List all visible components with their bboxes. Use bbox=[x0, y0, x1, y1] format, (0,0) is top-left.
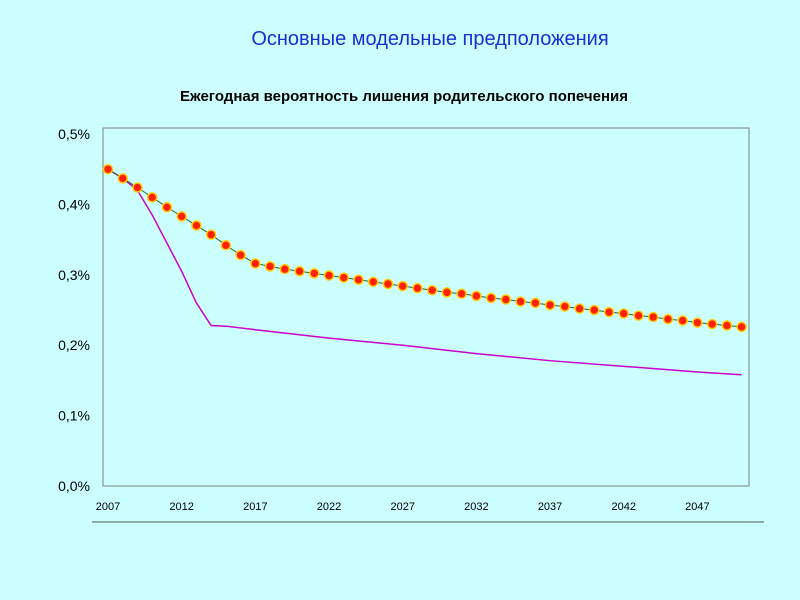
series-1-point bbox=[544, 299, 556, 311]
series-1-point bbox=[397, 280, 408, 292]
series-1-point bbox=[647, 311, 659, 323]
series-1-point bbox=[471, 290, 482, 302]
series-1-point bbox=[633, 310, 644, 321]
x-tick-label: 2042 bbox=[612, 501, 636, 513]
series-1-point bbox=[412, 282, 423, 294]
series-1-point bbox=[338, 272, 350, 283]
series-1-point bbox=[250, 258, 261, 269]
chart-title: Ежегодная вероятность лишения родительск… bbox=[180, 88, 628, 105]
series-1-point bbox=[515, 296, 526, 307]
x-tick-label: 2022 bbox=[317, 501, 341, 513]
plot-area bbox=[102, 127, 750, 487]
series-1-point bbox=[382, 278, 394, 290]
slide-title: Основные модельные предположения bbox=[251, 28, 609, 50]
y-tick-label: 0,3% bbox=[58, 267, 90, 283]
y-tick-label: 0,5% bbox=[58, 126, 90, 142]
series-1-point bbox=[603, 306, 615, 318]
series-1-point bbox=[102, 163, 114, 175]
series-1-point bbox=[323, 270, 335, 281]
series-1-point bbox=[353, 274, 364, 285]
x-tick-label: 2047 bbox=[685, 501, 709, 513]
series-1-point bbox=[220, 239, 232, 251]
x-tick-label: 2027 bbox=[390, 501, 414, 513]
series-1-point bbox=[176, 211, 187, 222]
series-line-1 bbox=[107, 168, 742, 328]
x-tick-label: 2007 bbox=[96, 501, 120, 513]
series-1-point bbox=[677, 315, 688, 326]
series-1-point bbox=[205, 229, 217, 240]
series-1-point bbox=[367, 276, 379, 288]
series-1-point bbox=[456, 288, 467, 300]
series-layer bbox=[102, 163, 747, 376]
x-tick-label: 2032 bbox=[464, 501, 488, 513]
x-axis: 2007 2012 2017 2022 2027 2032 2037 2042 2047 bbox=[96, 501, 710, 513]
y-tick-label: 0,2% bbox=[58, 337, 90, 353]
series-1-point bbox=[721, 320, 733, 331]
series-line-2 bbox=[107, 168, 742, 376]
series-1-point bbox=[559, 301, 571, 312]
series-1-point bbox=[706, 318, 718, 330]
series-1-point bbox=[264, 261, 276, 272]
series-1-point bbox=[117, 173, 128, 184]
series-1-point bbox=[530, 297, 541, 309]
y-tick-label: 0,1% bbox=[58, 408, 90, 424]
y-axis: 0,0% 0,1% 0,2% 0,3% 0,4% 0,5% bbox=[58, 126, 90, 494]
series-1-point bbox=[692, 317, 703, 328]
series-1-point bbox=[161, 201, 173, 213]
series-1-point bbox=[441, 287, 453, 298]
series-1-point bbox=[426, 285, 438, 296]
x-tick-label: 2017 bbox=[243, 501, 267, 513]
series-1-point bbox=[589, 304, 600, 316]
series-1-point bbox=[294, 266, 305, 277]
series-1-point bbox=[235, 249, 246, 261]
series-1-point bbox=[485, 292, 497, 304]
series-1-point bbox=[736, 321, 747, 333]
x-tick-label: 2012 bbox=[169, 501, 193, 513]
series-1-point bbox=[191, 220, 202, 231]
series-1-point bbox=[500, 294, 512, 305]
series-1-point bbox=[309, 268, 320, 279]
y-tick-label: 0,0% bbox=[58, 478, 90, 494]
series-1-point bbox=[146, 192, 158, 203]
series-1-point bbox=[662, 313, 674, 325]
series-1-point bbox=[279, 263, 291, 275]
y-tick-label: 0,4% bbox=[58, 196, 90, 212]
series-1-point bbox=[132, 182, 143, 193]
x-tick-label: 2037 bbox=[538, 501, 562, 513]
series-1-point bbox=[618, 308, 629, 319]
series-1-point bbox=[574, 303, 585, 314]
